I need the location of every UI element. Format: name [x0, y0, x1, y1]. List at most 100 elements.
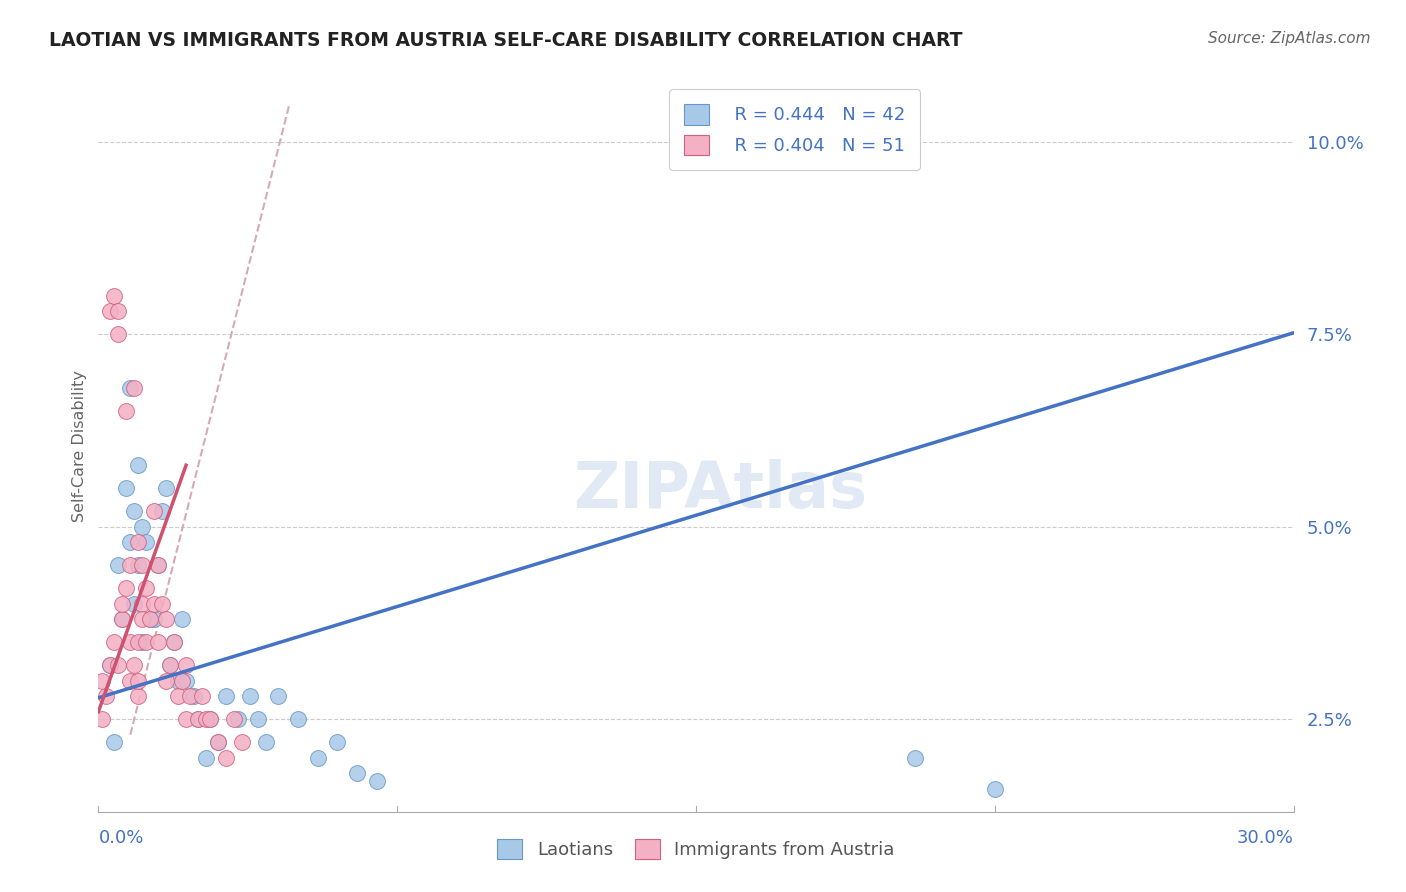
Point: [107, 558, 129, 573]
Point: [127, 458, 149, 473]
Point: [115, 404, 138, 418]
Point: [287, 712, 309, 726]
Point: [198, 712, 221, 726]
Point: [215, 690, 238, 704]
Point: [148, 635, 170, 649]
Point: [207, 735, 229, 749]
Point: [346, 766, 368, 780]
Point: [246, 712, 269, 726]
Point: [98, 658, 122, 673]
Legend: Laotians, Immigrants from Austria: Laotians, Immigrants from Austria: [488, 830, 904, 869]
Point: [143, 504, 166, 518]
Point: [107, 327, 129, 342]
Point: [172, 673, 194, 688]
Point: [150, 597, 173, 611]
Point: [127, 673, 149, 688]
Point: [198, 712, 221, 726]
Text: 0.0%: 0.0%: [98, 829, 143, 847]
Point: [111, 612, 134, 626]
Point: [983, 781, 1005, 796]
Point: [163, 635, 186, 649]
Text: ZIPAtlas: ZIPAtlas: [572, 458, 868, 521]
Point: [179, 690, 201, 704]
Point: [174, 712, 197, 726]
Point: [131, 612, 153, 626]
Point: [98, 658, 122, 673]
Point: [135, 635, 157, 649]
Point: [222, 712, 245, 726]
Point: [195, 751, 218, 765]
Text: 30.0%: 30.0%: [1237, 829, 1294, 847]
Point: [254, 735, 277, 749]
Point: [103, 635, 125, 649]
Point: [159, 658, 181, 673]
Point: [139, 612, 162, 626]
Point: [120, 381, 142, 395]
Point: [239, 690, 262, 704]
Point: [135, 582, 157, 596]
Point: [174, 673, 197, 688]
Point: [115, 582, 138, 596]
Point: [127, 558, 149, 573]
Text: LAOTIAN VS IMMIGRANTS FROM AUSTRIA SELF-CARE DISABILITY CORRELATION CHART: LAOTIAN VS IMMIGRANTS FROM AUSTRIA SELF-…: [49, 31, 963, 50]
Point: [904, 751, 927, 765]
Point: [103, 289, 125, 303]
Point: [267, 690, 290, 704]
Point: [231, 735, 253, 749]
Point: [124, 658, 146, 673]
Point: [366, 773, 388, 788]
Point: [187, 712, 209, 726]
Point: [127, 635, 149, 649]
Point: [127, 690, 149, 704]
Point: [111, 612, 134, 626]
Point: [120, 535, 142, 549]
Point: [143, 612, 166, 626]
Point: [183, 690, 205, 704]
Point: [174, 658, 197, 673]
Point: [148, 558, 170, 573]
Point: [155, 673, 177, 688]
Point: [195, 712, 218, 726]
Point: [191, 690, 214, 704]
Point: [107, 658, 129, 673]
Point: [167, 673, 190, 688]
Point: [215, 751, 238, 765]
Point: [131, 635, 153, 649]
Point: [96, 690, 118, 704]
Point: [307, 751, 329, 765]
Point: [155, 612, 177, 626]
Point: [120, 673, 142, 688]
Point: [131, 520, 153, 534]
Point: [143, 597, 166, 611]
Point: [226, 712, 249, 726]
Point: [187, 712, 209, 726]
Point: [91, 712, 114, 726]
Point: [103, 735, 125, 749]
Point: [131, 597, 153, 611]
Point: [159, 658, 181, 673]
Point: [131, 558, 153, 573]
Point: [124, 381, 146, 395]
Point: [167, 690, 190, 704]
Point: [115, 481, 138, 495]
Point: [155, 481, 177, 495]
Point: [207, 735, 229, 749]
Text: Source: ZipAtlas.com: Source: ZipAtlas.com: [1208, 31, 1371, 46]
Point: [172, 612, 194, 626]
Point: [124, 504, 146, 518]
Point: [124, 597, 146, 611]
Point: [127, 535, 149, 549]
Y-axis label: Self-Care Disability: Self-Care Disability: [72, 370, 87, 522]
Point: [150, 504, 173, 518]
Point: [107, 304, 129, 318]
Point: [326, 735, 349, 749]
Point: [139, 612, 162, 626]
Point: [91, 673, 114, 688]
Point: [120, 635, 142, 649]
Point: [163, 635, 186, 649]
Point: [148, 558, 170, 573]
Point: [120, 558, 142, 573]
Point: [111, 597, 134, 611]
Point: [135, 535, 157, 549]
Point: [98, 304, 122, 318]
